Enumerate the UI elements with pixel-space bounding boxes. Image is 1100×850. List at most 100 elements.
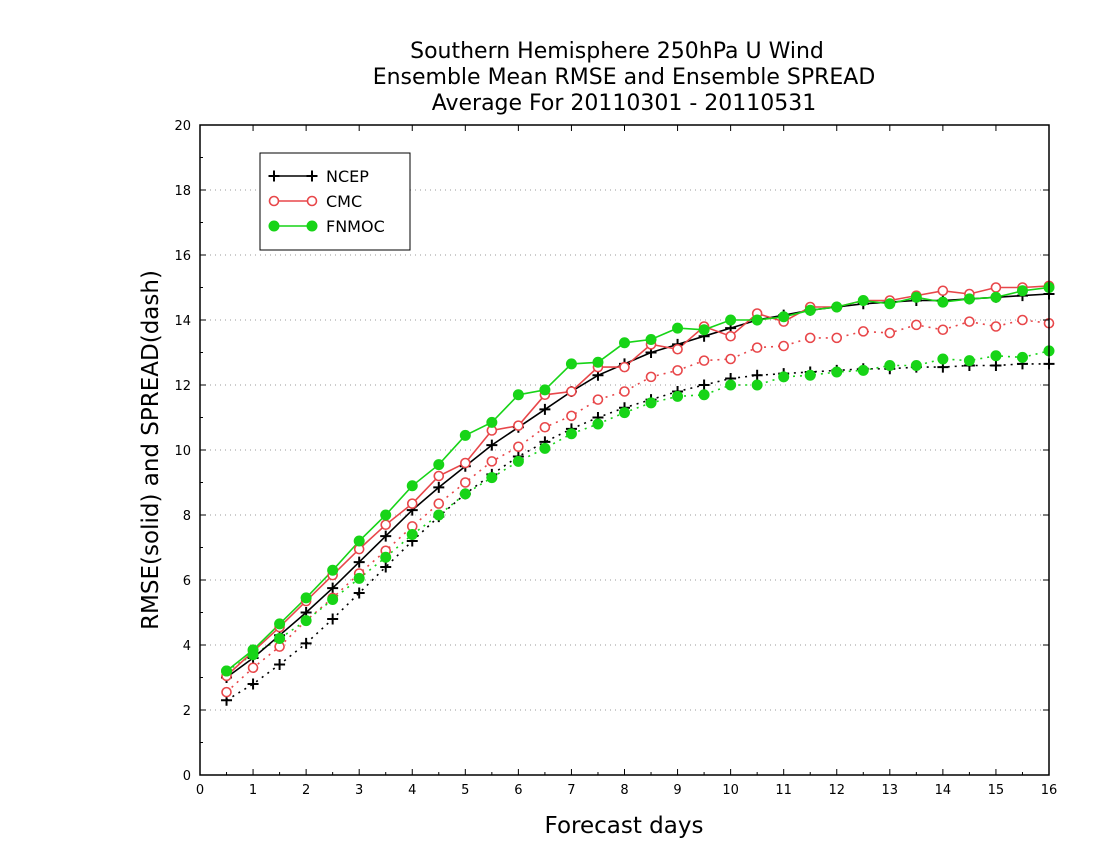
fnmoc-rmse-point xyxy=(353,535,365,547)
cmc-rmse-line xyxy=(225,285,1050,677)
ncep-spread-point xyxy=(247,678,259,690)
fnmoc-rmse-point xyxy=(459,429,471,441)
cmc-rmse-point xyxy=(513,420,524,431)
title-line-1: Southern Hemisphere 250hPa U Wind xyxy=(410,39,824,64)
fnmoc-rmse-point xyxy=(672,322,684,334)
fnmoc-rmse-point xyxy=(565,358,577,370)
fnmoc-spread-point xyxy=(433,509,445,521)
cmc-spread-point xyxy=(619,386,630,397)
fnmoc-rmse-line xyxy=(226,286,1050,672)
fnmoc-spread-point xyxy=(221,665,233,677)
cmc-spread-point xyxy=(804,332,816,344)
cmc-spread-point xyxy=(247,662,259,674)
ncep-spread-point xyxy=(698,379,710,391)
y-tick-label: 14 xyxy=(174,314,191,329)
ncep-spread-point xyxy=(327,613,339,625)
data-markers xyxy=(221,280,1055,706)
fnmoc-spread-point xyxy=(698,389,710,401)
ncep-rmse-point xyxy=(353,556,365,568)
legend-cmc-marker-left xyxy=(268,195,280,207)
cmc-rmse-point xyxy=(433,470,445,482)
legend-fnmoc-marker-left xyxy=(268,220,280,232)
fnmoc-spread-point xyxy=(592,418,604,430)
cmc-rmse-point xyxy=(460,457,471,469)
fnmoc-rmse-point xyxy=(857,295,869,306)
x-tick-label: 7 xyxy=(567,783,575,798)
fnmoc-spread-point xyxy=(910,360,922,371)
fnmoc-rmse-point xyxy=(725,314,737,326)
ncep-spread-point xyxy=(990,360,1002,371)
fnmoc-spread-point xyxy=(831,366,843,378)
cmc-spread-point xyxy=(486,456,498,467)
y-tick-label: 0 xyxy=(183,769,191,784)
legend: NCEP CMC FNMOC xyxy=(259,152,411,251)
fnmoc-rmse-point xyxy=(910,291,922,303)
ncep-spread-point xyxy=(380,561,392,573)
fnmoc-rmse-point xyxy=(539,384,551,396)
fnmoc-rmse-point xyxy=(406,480,418,492)
fnmoc-rmse-point xyxy=(963,293,975,305)
fnmoc-rmse-point xyxy=(698,324,710,336)
cmc-rmse-point xyxy=(619,361,630,373)
title-line-3: Average For 20110301 - 20110531 xyxy=(432,91,817,116)
legend-cmc-marker-right xyxy=(306,195,318,207)
fnmoc-spread-point xyxy=(884,360,896,371)
cmc-spread-point xyxy=(698,355,710,366)
cmc-spread-point xyxy=(645,371,657,383)
cmc-spread-point xyxy=(513,441,524,453)
fnmoc-rmse-point xyxy=(831,301,843,313)
fnmoc-spread-point xyxy=(512,455,524,467)
fnmoc-spread-point xyxy=(937,353,949,365)
fnmoc-spread-point xyxy=(990,350,1002,362)
fnmoc-rmse-point xyxy=(380,509,392,521)
fnmoc-spread-point xyxy=(459,488,471,500)
x-tick-label: 2 xyxy=(302,783,310,798)
fnmoc-spread-point xyxy=(380,551,392,563)
fnmoc-spread-point xyxy=(672,390,684,402)
cmc-spread-point xyxy=(778,340,789,352)
fnmoc-spread-point xyxy=(778,371,790,383)
cmc-spread-point xyxy=(990,321,1002,332)
x-tick-label: 6 xyxy=(514,783,522,798)
cmc-rmse-point xyxy=(380,519,392,531)
cmc-spread-point xyxy=(1017,314,1028,326)
legend-fnmoc-marker-right xyxy=(306,220,318,232)
cmc-spread-point xyxy=(460,477,471,488)
y-tick-label: 8 xyxy=(183,509,191,524)
fnmoc-rmse-point xyxy=(512,389,524,401)
fnmoc-spread-line xyxy=(226,350,1050,672)
cmc-rmse-point xyxy=(725,330,736,342)
fnmoc-spread-point xyxy=(804,369,816,381)
x-axis-title: Forecast days xyxy=(545,813,704,839)
cmc-spread-point xyxy=(433,498,445,509)
ncep-rmse-point xyxy=(327,582,339,594)
cmc-rmse-point xyxy=(406,498,418,509)
title-line-2: Ensemble Mean RMSE and Ensemble SPREAD xyxy=(373,65,876,90)
fnmoc-spread-point xyxy=(300,615,312,627)
cmc-spread-point xyxy=(831,332,843,344)
x-tick-label: 15 xyxy=(988,783,1005,798)
cmc-spread-point xyxy=(566,410,577,422)
cmc-spread-point xyxy=(592,394,604,405)
cmc-rmse-point xyxy=(990,282,1002,293)
fnmoc-rmse-point xyxy=(592,356,604,368)
cmc-spread-point xyxy=(672,365,683,376)
fnmoc-rmse-point xyxy=(300,592,312,604)
ncep-rmse-point xyxy=(433,481,445,493)
grid-lines xyxy=(200,189,1049,711)
fnmoc-spread-point xyxy=(963,355,975,367)
ncep-rmse-point xyxy=(380,530,392,542)
spread-series xyxy=(225,319,1050,701)
fnmoc-spread-point xyxy=(645,397,657,409)
fnmoc-spread-point xyxy=(565,428,577,440)
cmc-spread-point xyxy=(751,342,763,353)
ncep-spread-point xyxy=(751,369,763,381)
fnmoc-spread-point xyxy=(353,572,365,584)
fnmoc-rmse-point xyxy=(619,337,630,349)
cmc-spread-point xyxy=(857,326,869,337)
x-tick-label: 0 xyxy=(196,783,204,798)
y-tick-label: 18 xyxy=(174,184,191,199)
fnmoc-rmse-point xyxy=(990,291,1002,303)
fnmoc-spread-point xyxy=(406,529,418,540)
